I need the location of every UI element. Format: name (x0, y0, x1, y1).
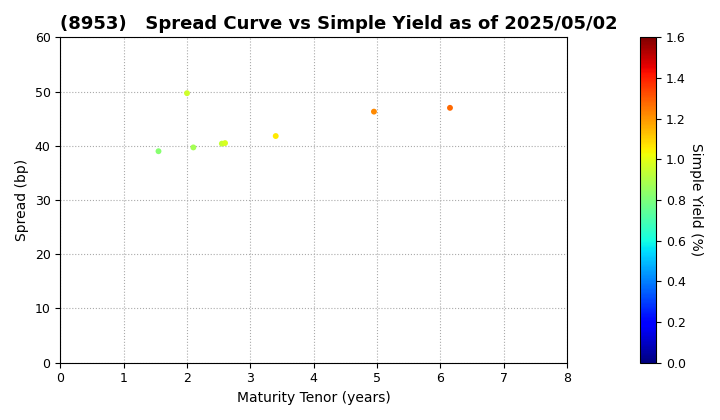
Y-axis label: Simple Yield (%): Simple Yield (%) (689, 144, 703, 257)
Point (368, 108, 379, 115)
Point (216, 140, 228, 147)
Point (270, 133, 282, 139)
Y-axis label: Spread (bp): Spread (bp) (15, 159, 29, 241)
Point (444, 105, 456, 111)
X-axis label: Maturity Tenor (years): Maturity Tenor (years) (237, 391, 391, 405)
Text: (8953)   Spread Curve vs Simple Yield as of 2025/05/02: (8953) Spread Curve vs Simple Yield as o… (60, 15, 618, 33)
Point (220, 140, 231, 147)
Point (181, 90, 193, 97)
Point (153, 148, 164, 155)
Point (188, 144, 199, 151)
